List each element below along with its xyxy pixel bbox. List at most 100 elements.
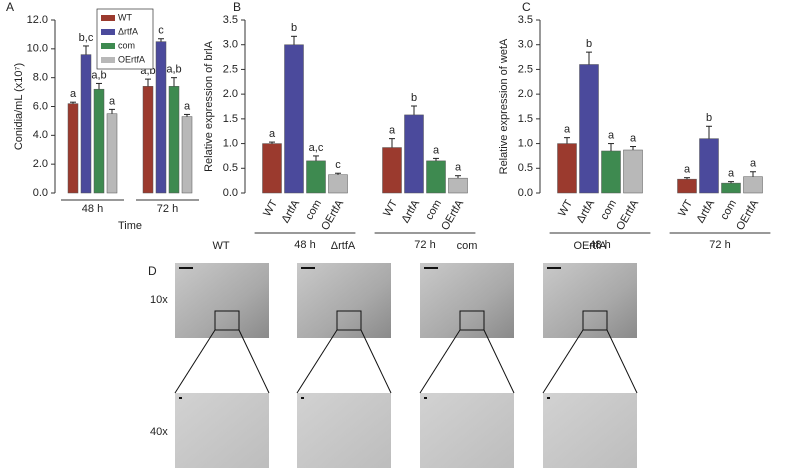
significance-label: a [608,129,615,141]
significance-label: a [684,164,691,176]
panel-label: D [148,264,157,278]
y-tick-label: 3.0 [223,39,238,51]
y-tick-label: 0.5 [223,162,238,174]
significance-label: b [291,22,297,34]
bar-label: OErtfA [319,197,346,232]
legend-label: ΔrtfA [118,26,138,36]
zoom-line [238,329,270,394]
significance-label: a [728,168,735,180]
y-axis-label: Conidia/mL (x10⁷) [13,63,25,150]
bar-label: ΔrtfA [574,197,597,225]
bar [262,143,282,194]
bar [426,160,446,194]
legend-swatch [101,29,115,35]
significance-label: a [109,95,116,107]
significance-label: a [389,125,396,137]
bar [106,113,118,194]
zoom-line [296,329,338,394]
bar [623,149,643,194]
y-tick-label: 10.0 [27,43,48,55]
legend-label: WT [118,12,132,22]
zoom-line [542,329,584,394]
legend-swatch [101,15,115,21]
x-tick-label: 48 h [82,203,103,215]
bar [155,41,167,194]
zoom-line [419,329,461,394]
x-tick-label: 72 h [157,203,178,215]
row-label: 40x [150,426,168,438]
micrograph-40x [543,393,637,468]
bar-label: com [718,198,739,222]
micrograph-10x [297,263,391,338]
bar [168,86,180,194]
significance-label: a [184,100,191,112]
bar-label: OErtfA [614,197,641,232]
micrograph-10x [543,263,637,338]
column-label: ΔrtfA [331,240,356,252]
y-tick-label: 2.5 [223,63,238,75]
y-tick-label: 1.5 [518,113,533,125]
micrograph-10x [175,263,269,338]
zoom-box [336,310,362,331]
zoom-line [606,329,638,394]
legend-label: com [118,40,135,50]
bar [181,116,193,194]
micrograph-40x [297,393,391,468]
column-label: com [457,240,478,252]
x-tick-label: 48 h [294,239,315,251]
micrograph-40x [175,393,269,468]
bar-label: com [598,198,619,222]
legend-label: OErtfA [118,54,145,64]
bar [93,88,105,194]
significance-label: a [269,128,276,140]
panel-label: C [522,0,531,14]
y-tick-label: 8.0 [33,72,48,84]
significance-label: a,b [91,69,106,81]
bar [306,160,326,194]
x-axis-label: Time [118,220,142,232]
y-tick-label: 2.5 [518,63,533,75]
column-label: OErtfA [573,240,607,252]
zoom-box [582,310,608,331]
y-tick-label: 4.0 [33,129,48,141]
x-tick-label: 72 h [709,239,730,251]
bar [743,176,763,194]
significance-label: b [411,92,417,104]
bar [404,114,424,194]
significance-label: c [335,159,341,171]
bar-label: WT [381,198,400,219]
y-tick-label: 12.0 [27,14,48,26]
x-tick-label: 72 h [414,239,435,251]
panel-label: B [233,0,241,14]
micrographs [174,263,638,468]
y-tick-label: 3.5 [518,14,533,26]
bar-label: com [423,198,444,222]
y-tick-label: 3.5 [223,14,238,26]
y-tick-label: 2.0 [518,88,533,100]
significance-label: a,c [309,142,324,154]
bar-label: OErtfA [734,197,761,232]
bar-label: ΔrtfA [279,197,302,225]
y-tick-label: 0.5 [518,162,533,174]
significance-label: a [564,124,571,136]
y-axis-label: Relative expression of wetA [498,38,510,174]
significance-label: a [455,162,462,174]
bar-label: com [303,198,324,222]
bar-label: WT [556,198,575,219]
y-tick-label: 0.0 [223,187,238,199]
y-tick-label: 2.0 [223,88,238,100]
bar [284,44,304,194]
significance-label: a [433,144,440,156]
y-axis-label: Relative expression of brlA [203,40,215,172]
y-tick-label: 6.0 [33,100,48,112]
y-tick-label: 3.0 [518,39,533,51]
y-tick-label: 2.0 [33,158,48,170]
y-tick-label: 1.5 [223,113,238,125]
bar [677,178,697,194]
bar [382,147,402,194]
column-label: WT [212,240,229,252]
bar [601,150,621,194]
row-label: 10x [150,294,168,306]
significance-label: a,b [166,64,181,76]
